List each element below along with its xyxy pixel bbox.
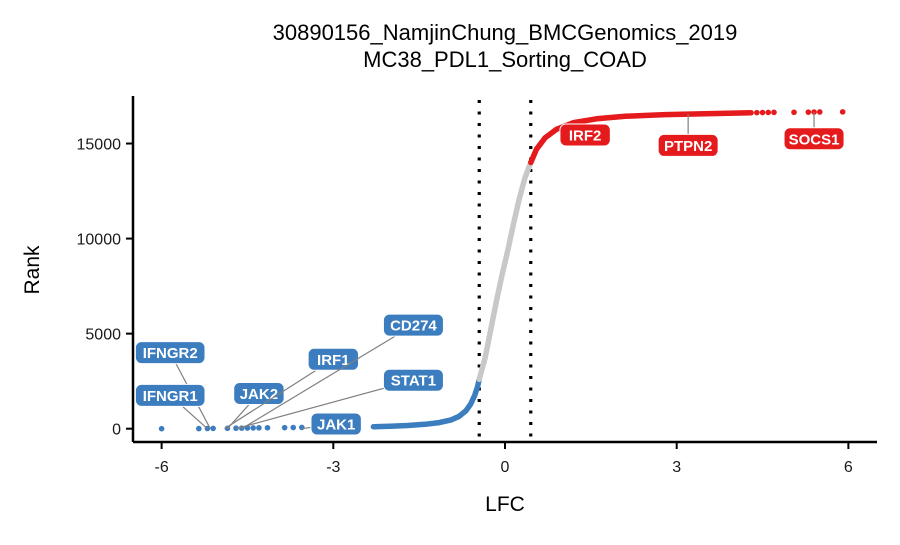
x-axis-title: LFC xyxy=(485,493,525,516)
positive-point xyxy=(771,109,777,116)
positive-point xyxy=(759,109,766,116)
gene-label: PTPN2 xyxy=(664,138,712,155)
x-tick-label: 3 xyxy=(672,459,681,476)
gene-label: SOCS1 xyxy=(789,131,840,148)
x-tick-label: -3 xyxy=(326,459,340,476)
gene-label-box xyxy=(657,133,719,157)
positive-point xyxy=(816,109,823,115)
gene-label: IFNGR2 xyxy=(143,345,198,362)
negative-point xyxy=(250,425,256,431)
negative-point xyxy=(256,425,262,431)
negative-curve xyxy=(370,376,482,430)
negative-point xyxy=(281,424,288,431)
gene-label: JAK2 xyxy=(240,386,278,403)
x-tick-label: 0 xyxy=(501,459,510,476)
negative-point xyxy=(264,424,271,431)
y-tick-label: 5000 xyxy=(85,327,121,344)
gene-label: IRF1 xyxy=(317,352,350,369)
plot-area: -6 -3 0 3 6 0 5000 10000 15000 IFNGR2 IFNGR1 JAK2 IR… xyxy=(77,96,877,476)
positive-point xyxy=(791,109,797,116)
gene-label-box xyxy=(382,368,444,392)
negative-point xyxy=(299,424,305,431)
positive-curve xyxy=(528,109,754,166)
chart-title-line-2: MC38_PDL1_Sorting_COAD xyxy=(363,47,647,72)
chart-title-line-1: 30890156_NamjinChung_BMCGenomics_2019 xyxy=(273,20,738,45)
positive-point xyxy=(811,109,817,115)
negative-point xyxy=(158,425,165,432)
gene-label-box xyxy=(134,383,206,407)
positive-point xyxy=(765,109,772,116)
leader-line xyxy=(241,324,414,430)
gene-label: STAT1 xyxy=(391,373,436,390)
gene-label-box xyxy=(559,123,611,147)
gene-label: CD274 xyxy=(390,318,437,335)
gene-label: IRF2 xyxy=(569,127,602,144)
y-tick-label: 0 xyxy=(112,422,121,439)
x-tick-label: 6 xyxy=(844,459,853,476)
negative-point xyxy=(290,424,297,431)
gene-label-box xyxy=(307,347,360,371)
gene-label-box xyxy=(783,127,845,151)
positive-point xyxy=(839,109,846,115)
neutral-curve xyxy=(476,159,534,383)
gene-label: JAK1 xyxy=(317,416,355,433)
negative-point xyxy=(210,425,216,432)
y-tick-label: 15000 xyxy=(77,137,122,154)
y-tick-label: 10000 xyxy=(77,232,122,249)
gene-label-box xyxy=(134,341,206,365)
positive-point xyxy=(805,109,812,115)
x-tick-label: -6 xyxy=(154,459,168,476)
negative-point xyxy=(196,425,202,432)
leader-line xyxy=(224,358,334,430)
positive-point xyxy=(754,109,760,116)
gene-label: IFNGR1 xyxy=(143,388,198,405)
gene-label-box xyxy=(310,412,362,436)
y-axis-title: Rank xyxy=(21,245,44,295)
gene-label-box xyxy=(382,313,444,337)
